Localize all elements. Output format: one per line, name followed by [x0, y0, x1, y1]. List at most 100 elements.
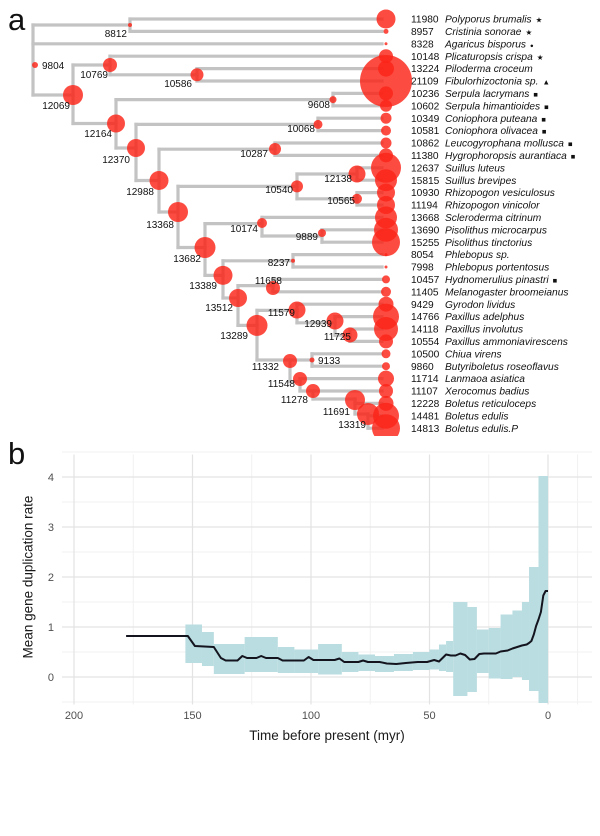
- tip-species-label: Pisolithus microcarpus: [445, 225, 547, 236]
- tree-node-circle: [306, 384, 320, 398]
- node-gene-count-label: 8812: [105, 29, 128, 40]
- tip-gene-count-label: 12228: [411, 399, 440, 410]
- tip-species-label: Paxillus ammoniavirescens: [445, 337, 568, 348]
- tip-gene-count-label: 13668: [411, 213, 440, 224]
- tip-species-label: Pisolithus tinctorius: [445, 238, 532, 249]
- x-axis-tick-label: 0: [545, 710, 551, 722]
- node-gene-count-label: 9804: [42, 61, 65, 72]
- tree-node-circle: [229, 289, 247, 307]
- tip-gene-count-label: 15815: [411, 176, 440, 187]
- tip-gene-count-label: 21109: [411, 77, 439, 88]
- tip-gene-count-label: 10930: [411, 188, 440, 199]
- tip-circle: [384, 42, 388, 46]
- tip-lifestyle-symbol: ■: [544, 102, 549, 111]
- tip-species-label: Chiua virens: [445, 349, 502, 360]
- tip-gene-count-label: 11107: [411, 387, 438, 398]
- tip-lifestyle-symbol: ■: [541, 115, 546, 124]
- phylogenetic-tree-panel: 9804 8812 10769 10586 12069 12164 12370 12988 13…: [31, 9, 576, 436]
- node-gene-count-label: 12138: [324, 174, 352, 185]
- uncertainty-ribbon-bin: [201, 632, 214, 666]
- tip-circle: [383, 28, 389, 34]
- tree-node-circle: [288, 301, 306, 319]
- tip-species-label: Plicaturopsis crispa ★: [445, 52, 544, 63]
- tip-species-label: Boletus reticuloceps: [445, 399, 536, 410]
- node-gene-count-label: 12069: [42, 101, 70, 112]
- tree-node-circle: [283, 354, 297, 368]
- tip-circle: [360, 55, 412, 107]
- tip-species-label: Hygrophoropsis aurantiaca ■: [445, 151, 576, 162]
- node-gene-count-label: 11548: [268, 379, 296, 390]
- y-axis-tick-label: 3: [48, 522, 54, 534]
- node-gene-count-label: 12939: [304, 319, 332, 330]
- tree-node-circle: [103, 58, 117, 72]
- tip-species-label: Suillus brevipes: [445, 176, 516, 187]
- tip-lifestyle-symbol: ■: [568, 140, 573, 149]
- tip-gene-count-label: 15255: [411, 238, 440, 249]
- tip-gene-count-label: 14481: [411, 411, 440, 422]
- tip-species-label: Suillus luteus: [445, 163, 505, 174]
- tip-gene-count-label: 10554: [411, 337, 440, 348]
- node-gene-count-label: 11725: [324, 332, 352, 343]
- tip-circle: [384, 253, 388, 257]
- tip-species-label: Rhizopogon vesiculosus: [445, 188, 555, 199]
- tree-node-circle: [345, 390, 365, 410]
- tip-gene-count-label: 11405: [411, 287, 439, 298]
- tip-gene-count-label: 10602: [411, 101, 440, 112]
- mean-duplication-rate-line: [126, 590, 548, 665]
- tree-node-circle: [107, 114, 125, 133]
- node-gene-count-label: 13512: [205, 303, 233, 314]
- tip-circle: [376, 9, 396, 29]
- y-axis-tick-label: 4: [48, 472, 54, 484]
- node-gene-count-label: 10586: [164, 79, 192, 90]
- tip-gene-count-label: 10500: [411, 349, 440, 360]
- tip-gene-count-label: 10349: [411, 114, 440, 125]
- tip-circle: [379, 86, 393, 101]
- tip-gene-count-label: 11380: [411, 151, 439, 162]
- tip-circle: [384, 265, 388, 269]
- uncertainty-ribbon-bin: [453, 602, 468, 696]
- tip-lifestyle-symbol: ●: [530, 43, 534, 49]
- tree-node-circle: [213, 265, 233, 285]
- tree-node-circle: [326, 312, 344, 330]
- tree-node-circle: [313, 119, 323, 129]
- tip-gene-count-label: 9429: [411, 300, 434, 311]
- tip-lifestyle-symbol: ▲: [542, 78, 549, 87]
- tree-node-circle: [266, 281, 280, 295]
- uncertainty-ribbon-bin: [521, 602, 530, 680]
- node-gene-count-label: 12164: [84, 129, 112, 140]
- tip-gene-count-label: 11714: [411, 374, 439, 385]
- tip-species-label: Fibulorhizoctonia sp. ▲: [445, 77, 550, 88]
- tip-gene-count-label: 8054: [411, 250, 434, 261]
- node-gene-count-label: 13682: [173, 254, 201, 265]
- tip-species-label: Xerocomus badius: [444, 387, 529, 398]
- tip-species-label: Lanmaoa asiatica: [445, 374, 525, 385]
- tree-node-circle: [309, 357, 315, 363]
- tip-lifestyle-symbol: ★: [537, 53, 544, 62]
- tree-node-circle: [291, 180, 303, 193]
- tip-gene-count-label: 9860: [411, 362, 434, 373]
- tip-circle: [381, 286, 391, 297]
- tip-species-label: Butyriboletus roseoflavus: [445, 362, 559, 373]
- uncertainty-ribbon-bin: [446, 641, 454, 672]
- tip-circle: [382, 275, 390, 284]
- tip-gene-count-label: 8328: [411, 39, 434, 50]
- uncertainty-ribbon-bin: [500, 614, 513, 679]
- uncertainty-ribbon-bin: [467, 607, 477, 692]
- uncertainty-ribbon-bin: [538, 476, 548, 703]
- y-axis-tick-label: 0: [48, 672, 54, 684]
- tree-node-circle: [128, 23, 132, 27]
- tip-species-label: Boletus edulis: [445, 411, 508, 422]
- tip-circle: [382, 362, 390, 371]
- tip-circle: [380, 99, 392, 112]
- tip-gene-count-label: 10148: [411, 52, 440, 63]
- tip-gene-count-label: 10457: [411, 275, 440, 286]
- node-gene-count-label: 11278: [281, 395, 309, 406]
- tree-node-circle: [246, 314, 268, 336]
- duplication-rate-chart-panel: 0 1 2 3 4 200 150 100 50 0: [48, 451, 592, 722]
- tip-lifestyle-symbol: ■: [533, 90, 538, 99]
- tip-gene-count-label: 12637: [411, 163, 440, 174]
- node-gene-count-label: 13319: [338, 420, 366, 431]
- tip-circle: [378, 60, 394, 77]
- tip-circle: [380, 137, 392, 149]
- tip-species-label: Polyporus brumalis ★: [445, 15, 543, 26]
